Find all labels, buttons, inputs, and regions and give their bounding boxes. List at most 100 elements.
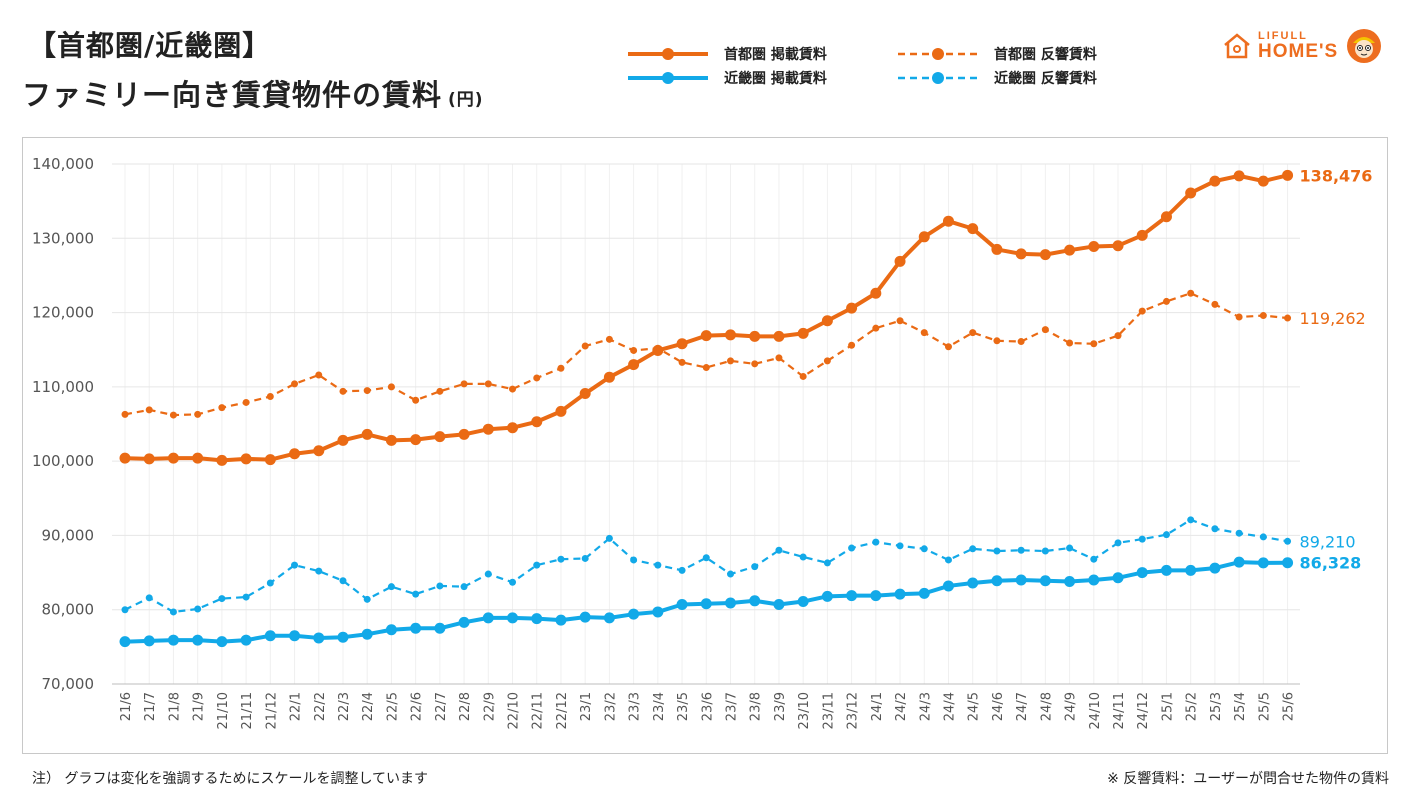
data-point-2 [143,635,155,647]
data-point-0 [942,215,954,227]
house-icon [1224,33,1250,59]
data-point-1 [605,335,613,343]
data-point-3 [581,554,589,562]
data-point-3 [291,561,299,569]
x-tick-label: 25/6 [1282,692,1297,721]
data-point-0 [749,330,761,342]
legend-label-shutoken-listing: 首都圏 掲載賃料 [724,47,827,63]
x-tick-label: 22/4 [361,692,376,721]
data-point-0 [676,338,688,350]
data-point-2 [385,624,397,636]
x-tick-label: 22/7 [434,692,449,721]
data-point-1 [1284,314,1292,322]
data-point-2 [1209,562,1221,574]
data-point-2 [579,611,591,623]
data-point-2 [1015,574,1027,586]
legend-item-kinki-response: 近畿圏 反響賃料 [896,68,1097,88]
data-point-3 [1235,529,1243,537]
data-point-1 [678,358,686,366]
data-point-0 [1064,244,1076,256]
data-point-3 [339,577,347,585]
data-point-3 [242,593,250,601]
data-point-3 [436,582,444,590]
data-point-2 [167,634,179,646]
chart-frame [22,137,1388,754]
y-tick-label: 100,000 [32,452,94,470]
data-point-1 [121,410,129,418]
data-point-3 [630,556,638,564]
data-point-0 [894,255,906,267]
data-point-0 [1282,169,1294,181]
data-point-1 [436,387,444,395]
x-tick-label: 21/9 [192,692,207,721]
x-tick-label: 24/8 [1039,692,1054,721]
data-point-2 [894,588,906,600]
end-value-label-0: 138,476 [1300,166,1373,185]
x-tick-label: 21/11 [240,692,255,729]
chart-title: ファミリー向き賃貸物件の賃料 (円) [22,72,484,114]
data-point-2 [531,613,543,625]
data-point-2 [1257,557,1269,569]
data-point-3 [969,545,977,553]
x-tick-label: 23/5 [676,692,691,721]
end-value-label-3: 89,210 [1300,532,1356,551]
legend-label-kinki-response: 近畿圏 反響賃料 [994,71,1097,87]
x-tick-label: 22/8 [458,692,473,721]
y-tick-label: 120,000 [32,304,94,322]
data-point-0 [361,428,373,440]
x-tick-label: 23/1 [579,692,594,721]
data-point-1 [630,346,638,354]
data-point-3 [1066,544,1074,552]
data-point-1 [1066,339,1074,347]
data-point-0 [1209,175,1221,187]
legend-item-shutoken-response: 首都圏 反響賃料 [896,44,1097,64]
data-point-0 [1257,175,1269,187]
x-tick-label: 24/11 [1112,692,1127,729]
data-point-2 [797,596,809,608]
data-point-0 [870,287,882,299]
data-point-2 [1136,567,1148,579]
x-tick-label: 21/7 [143,692,158,721]
x-tick-label: 23/2 [603,692,618,721]
x-tick-label: 22/9 [482,692,497,721]
data-point-3 [727,570,734,578]
x-tick-label: 22/12 [555,692,570,729]
data-point-1 [702,364,710,372]
data-point-2 [410,622,422,634]
data-point-1 [218,404,226,412]
data-point-2 [1233,556,1245,568]
data-point-0 [119,452,131,464]
data-point-1 [920,329,928,337]
data-point-1 [557,364,565,372]
data-point-3 [1041,547,1049,555]
data-point-0 [264,454,276,466]
data-point-0 [507,422,519,434]
footnote-scale: 注） グラフは変化を強調するためにスケールを調整しています [32,771,429,787]
legend-swatch-shutoken-listing [628,48,708,60]
x-tick-label: 25/5 [1257,692,1272,721]
data-point-0 [337,434,349,446]
data-point-0 [143,453,155,465]
data-point-1 [169,411,177,419]
data-point-3 [315,567,323,575]
data-point-0 [918,231,930,243]
x-tick-label: 24/4 [942,692,957,721]
data-point-1 [654,344,662,352]
data-point-2 [119,636,131,648]
data-point-2 [918,587,930,599]
x-tick-label: 22/1 [289,692,304,721]
data-point-1 [387,383,395,391]
legend-swatch-shutoken-response [898,48,978,60]
data-point-1 [969,329,977,337]
logo-text-line1: LIFULL [1258,30,1308,42]
x-tick-label: 25/2 [1185,692,1200,721]
data-point-2 [361,628,373,640]
data-point-3 [194,605,202,613]
x-tick-label: 24/5 [967,692,982,721]
data-point-3 [363,595,371,603]
x-tick-label: 25/4 [1233,692,1248,721]
data-point-0 [385,434,397,446]
data-point-0 [555,405,567,417]
data-point-1 [1138,307,1146,315]
data-point-2 [967,577,979,589]
